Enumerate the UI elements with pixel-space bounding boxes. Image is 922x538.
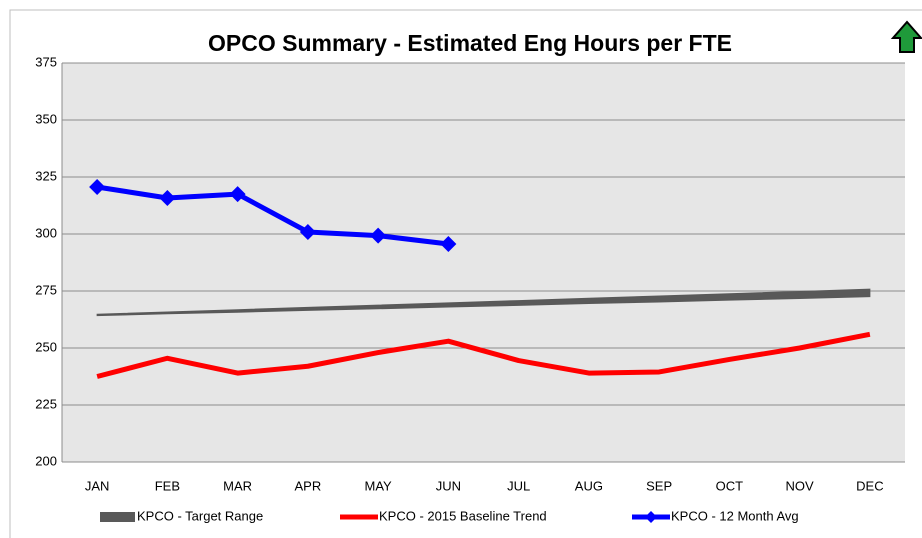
y-tick-label: 300 <box>35 225 57 240</box>
marker <box>159 189 176 206</box>
y-tick-label: 250 <box>35 339 57 354</box>
legend-swatch <box>100 512 135 522</box>
x-tick-label: MAR <box>223 478 252 493</box>
marker <box>370 227 387 244</box>
series-line <box>96 331 871 379</box>
y-tick-label: 375 <box>35 54 57 69</box>
chart-title: OPCO Summary - Estimated Eng Hours per F… <box>208 30 732 56</box>
marker <box>299 223 316 240</box>
x-tick-label: MAY <box>365 478 393 493</box>
x-tick-label: FEB <box>155 478 180 493</box>
x-tick-label: APR <box>295 478 322 493</box>
target-range-area <box>96 288 871 317</box>
x-tick-label: DEC <box>856 478 883 493</box>
legend-label: KPCO - Target Range <box>137 508 263 523</box>
y-tick-label: 325 <box>35 168 57 183</box>
x-tick-label: AUG <box>575 478 603 493</box>
legend-label: KPCO - 2015 Baseline Trend <box>379 508 547 523</box>
plot-area <box>62 63 905 462</box>
legend-label: KPCO - 12 Month Avg <box>671 508 799 523</box>
marker <box>89 179 106 196</box>
x-tick-label: JUL <box>507 478 530 493</box>
x-tick-label: SEP <box>646 478 672 493</box>
y-tick-label: 350 <box>35 111 57 126</box>
marker <box>229 186 246 203</box>
y-tick-label: 275 <box>35 282 57 297</box>
legend-marker <box>645 511 657 523</box>
y-tick-label: 200 <box>35 453 57 468</box>
marker <box>440 236 457 253</box>
series-line <box>96 184 449 247</box>
x-tick-label: OCT <box>716 478 744 493</box>
x-tick-label: JAN <box>85 478 110 493</box>
x-tick-label: JUN <box>436 478 461 493</box>
up-arrow-icon <box>890 20 922 53</box>
x-tick-label: NOV <box>786 478 815 493</box>
y-tick-label: 225 <box>35 396 57 411</box>
